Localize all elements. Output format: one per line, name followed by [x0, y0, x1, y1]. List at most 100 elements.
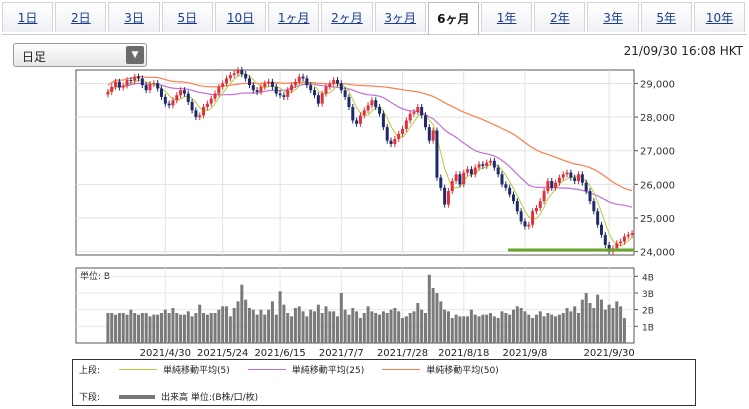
candle-body [431, 130, 435, 141]
legend-volume-label: 出来高 単位:(B株/口/枚) [161, 393, 259, 403]
candle-body [270, 81, 274, 87]
tab-2[interactable]: 2日 [55, 2, 107, 32]
price-tick-label: 26,000 [640, 180, 675, 191]
candle-body [626, 234, 630, 237]
tab-10[interactable]: 1年 [480, 2, 533, 32]
interval-select[interactable]: 日足 ▼ [13, 43, 147, 67]
candle-body [381, 113, 385, 128]
tab-3[interactable]: 3日 [108, 2, 160, 32]
candle-body [309, 85, 313, 91]
volume-bar [550, 314, 554, 343]
candle-body [500, 174, 504, 185]
candle-body [140, 78, 144, 86]
candle-body [117, 81, 121, 88]
tab-7[interactable]: 2ヶ月 [321, 2, 373, 32]
candle-body [504, 184, 508, 188]
volume-bar [580, 299, 584, 343]
tab-13[interactable]: 5年 [640, 2, 692, 32]
candle-body [163, 96, 167, 104]
volume-bar [527, 314, 531, 343]
tab-4[interactable]: 5日 [161, 2, 213, 32]
candle-body [446, 191, 450, 205]
volume-bar [416, 303, 420, 343]
candle-body [343, 90, 347, 97]
candle-body [190, 101, 194, 111]
candle-body [557, 177, 561, 183]
volume-bar [397, 311, 401, 343]
volume-bar [274, 314, 278, 343]
candle-body [550, 181, 554, 188]
price-tick-label: 28,000 [640, 113, 675, 124]
tab-6[interactable]: 1ヶ月 [268, 2, 320, 32]
candle-body [114, 81, 118, 87]
volume-bar [236, 301, 240, 343]
tab-12[interactable]: 3年 [587, 2, 639, 32]
volume-bar [259, 309, 263, 343]
tab-14[interactable]: 10年 [693, 2, 746, 32]
tab-1[interactable]: 1日 [2, 2, 54, 32]
volume-bar [355, 311, 359, 343]
volume-tick-label: 2B [642, 307, 654, 317]
candle-body [259, 86, 263, 92]
volume-bar [313, 311, 317, 343]
volume-bar [179, 314, 183, 343]
volume-bar [171, 308, 175, 343]
candle-body [473, 167, 477, 175]
date-tick-label: 2021/8/18 [438, 348, 489, 359]
volume-bar [255, 314, 259, 343]
volume-bar [584, 293, 588, 343]
volume-bar [263, 314, 267, 343]
tab-11[interactable]: 2年 [534, 2, 586, 32]
candle-body [133, 76, 137, 81]
candle-body [274, 86, 278, 94]
candle-body [420, 107, 424, 116]
volume-bar [435, 293, 439, 343]
volume-bar [297, 306, 301, 343]
candle-body [347, 96, 351, 107]
candle-body [213, 93, 217, 99]
candle-body [397, 133, 401, 139]
candle-body [577, 174, 581, 181]
volume-bar [117, 313, 121, 343]
volume-bar [596, 294, 600, 343]
volume-bar [335, 316, 339, 343]
volume-bar [148, 316, 152, 343]
candle-body [148, 84, 152, 91]
candle-body [217, 86, 221, 94]
interval-select-value: 日足 [22, 50, 47, 64]
volume-bar [393, 308, 397, 343]
candle-body [554, 182, 558, 188]
candle-body [362, 110, 366, 116]
volume-bar [305, 316, 309, 343]
date-tick-label: 2021/9/8 [502, 348, 547, 359]
candle-body [125, 80, 129, 86]
volume-bar [420, 309, 424, 343]
price-tick-label: 25,000 [640, 214, 675, 225]
volume-bar [133, 313, 137, 343]
candle-body [282, 95, 286, 97]
volume-bar [247, 308, 251, 343]
volume-bar [316, 304, 320, 343]
candle-body [267, 81, 271, 84]
tab-5[interactable]: 10日 [214, 2, 267, 32]
volume-bar [496, 318, 500, 343]
candle-body [599, 224, 603, 235]
volume-bar [485, 314, 489, 343]
candle-body [485, 162, 489, 166]
candle-body [378, 107, 382, 114]
candle-body [232, 73, 236, 76]
candle-body [561, 174, 565, 178]
tab-8[interactable]: 3ヶ月 [374, 2, 426, 32]
candle-body [435, 130, 439, 178]
candle-body [615, 243, 619, 249]
tab-9[interactable]: 6ヶ月 [427, 2, 479, 34]
candle-body [511, 194, 515, 202]
volume-bar [523, 311, 527, 343]
volume-bar [446, 311, 450, 343]
candle-body [335, 80, 339, 84]
candle-body [301, 76, 305, 79]
candle-body [297, 76, 301, 82]
volume-bar [198, 304, 202, 343]
